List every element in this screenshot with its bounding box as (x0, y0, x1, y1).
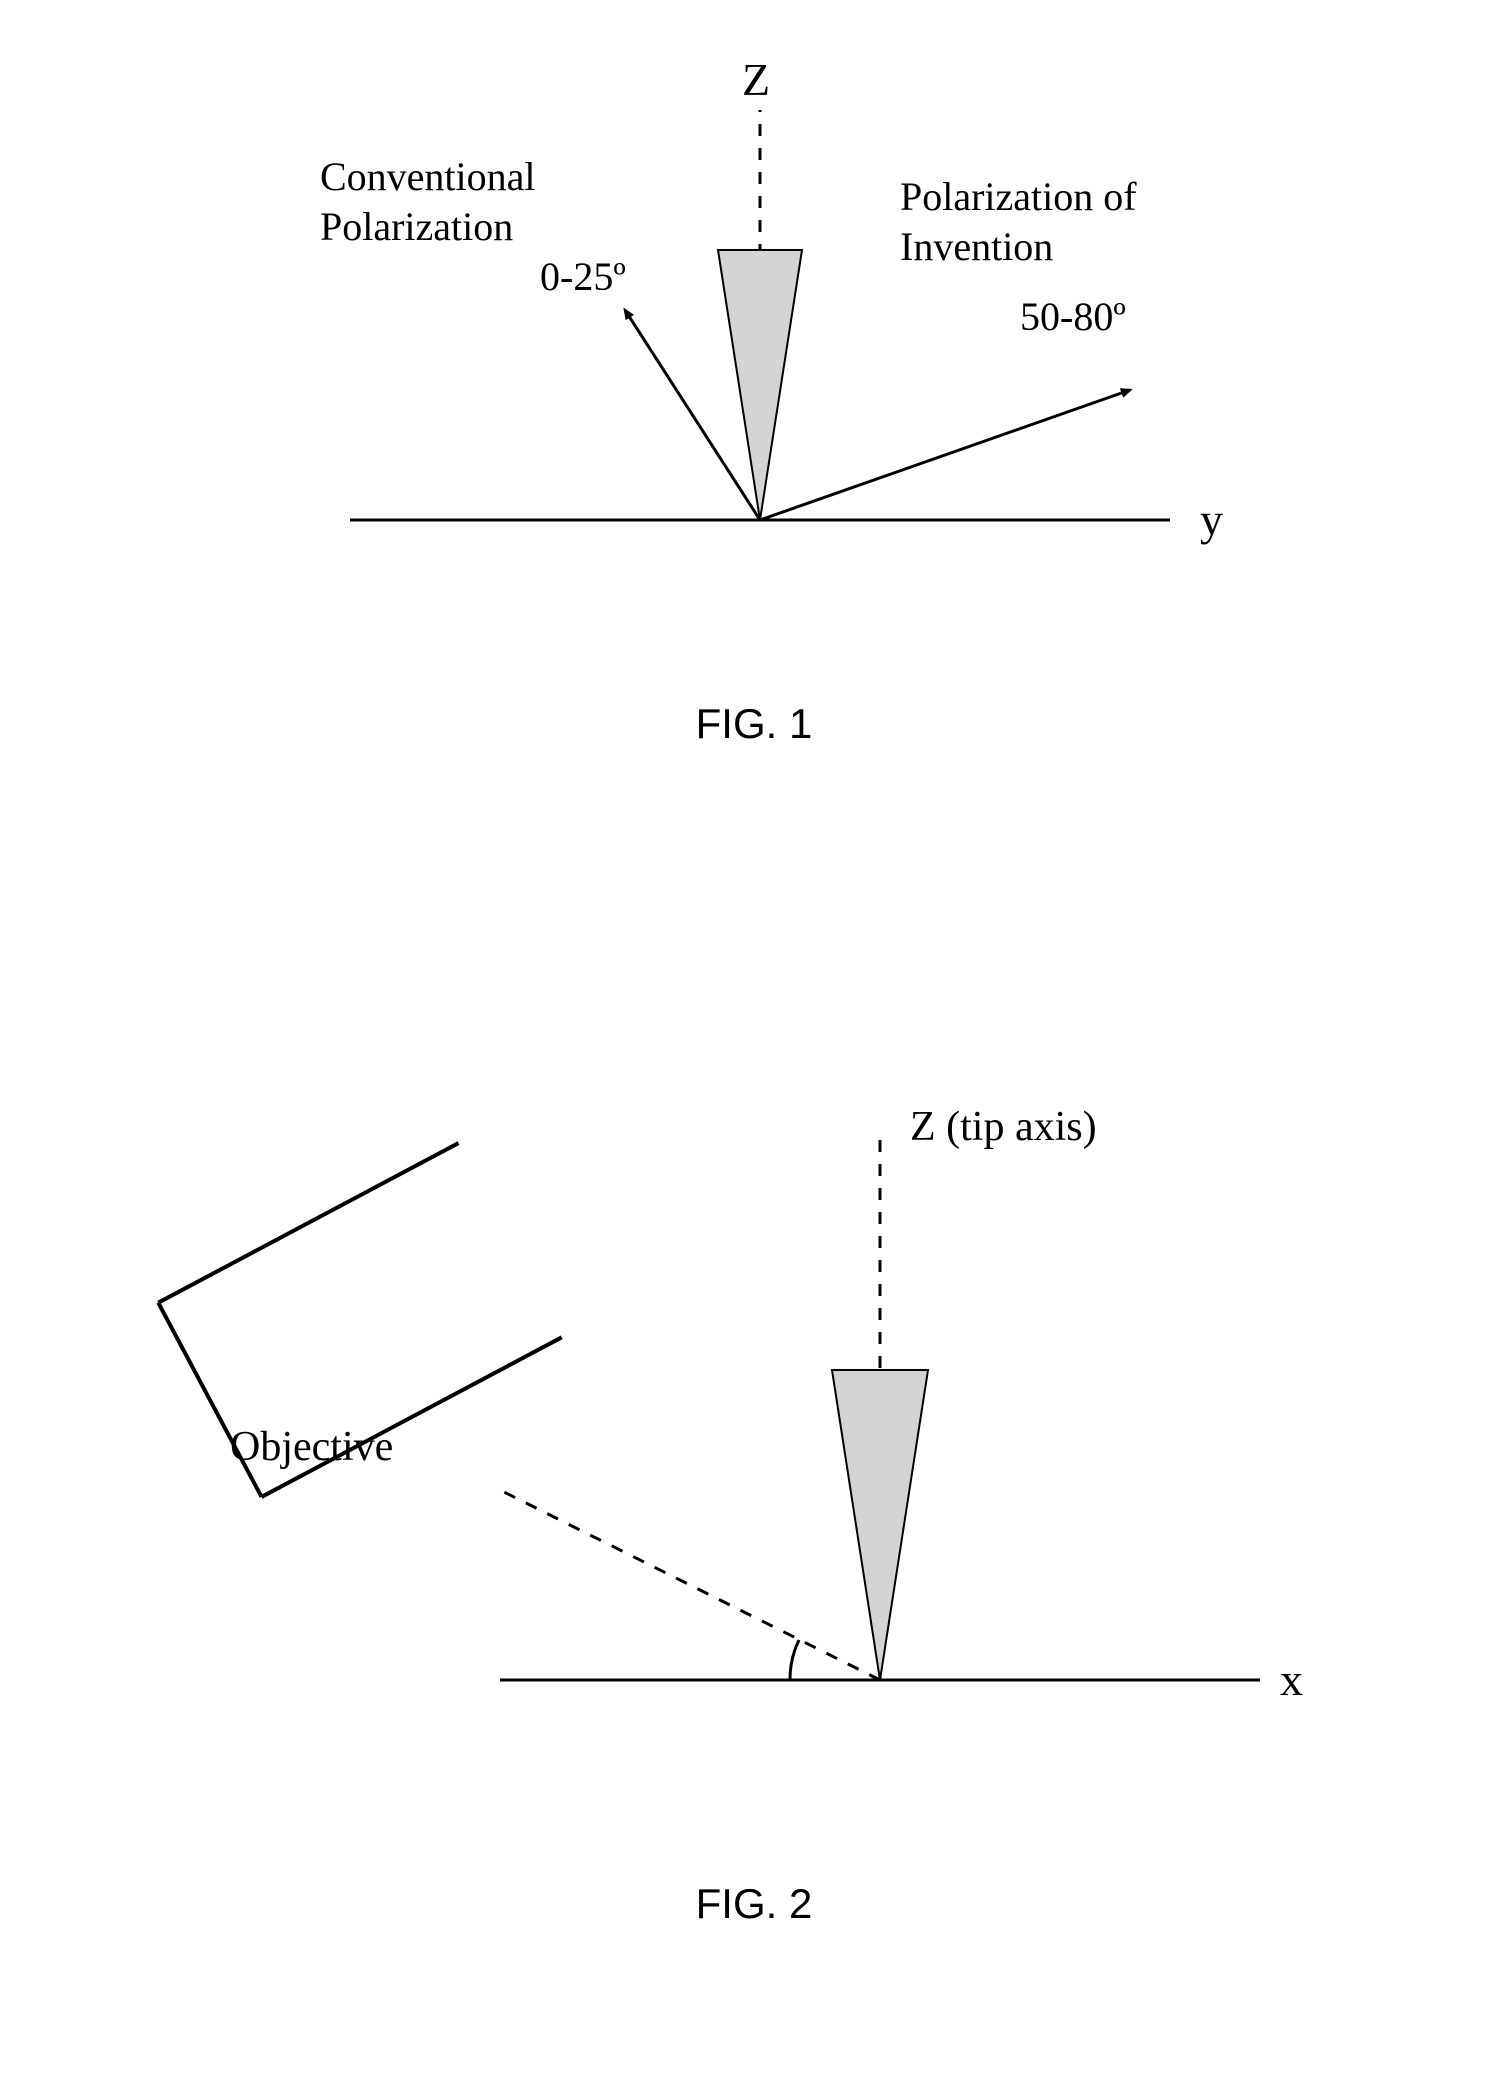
fig2-tip (832, 1370, 928, 1680)
fig1-svg: y Z Conventional Polarization 0-25º Pola… (120, 40, 1380, 680)
fig1-invention-label-line1: Polarization of (900, 174, 1137, 219)
fig1-conventional-angle-label: 0-25º (540, 254, 626, 299)
fig2-z-label: Z (tip axis) (910, 1104, 1097, 1150)
figure-1: y Z Conventional Polarization 0-25º Pola… (120, 40, 1380, 680)
fig2-objective-label: Objective (230, 1424, 393, 1470)
fig1-conventional-label-line2: Polarization (320, 204, 513, 249)
figure-2: x Z (tip axis) Objective (120, 1060, 1380, 1820)
fig2-angle-arc (790, 1640, 799, 1680)
fig1-invention-arrow (760, 390, 1130, 520)
fig2-caption: FIG. 2 (0, 1880, 1508, 1928)
fig1-y-label: y (1200, 494, 1223, 545)
fig1-z-label: Z (742, 54, 770, 105)
fig1-conventional-label-line1: Conventional (320, 154, 536, 199)
fig2-x-label: x (1280, 1654, 1303, 1705)
fig1-invention-label-line2: Invention (900, 224, 1053, 269)
fig1-caption: FIG. 1 (0, 700, 1508, 748)
fig2-beam-line (500, 1490, 880, 1680)
fig2-svg: x Z (tip axis) Objective (120, 1060, 1380, 1820)
fig1-invention-angle-label: 50-80º (1020, 294, 1126, 339)
fig1-tip (718, 250, 802, 520)
